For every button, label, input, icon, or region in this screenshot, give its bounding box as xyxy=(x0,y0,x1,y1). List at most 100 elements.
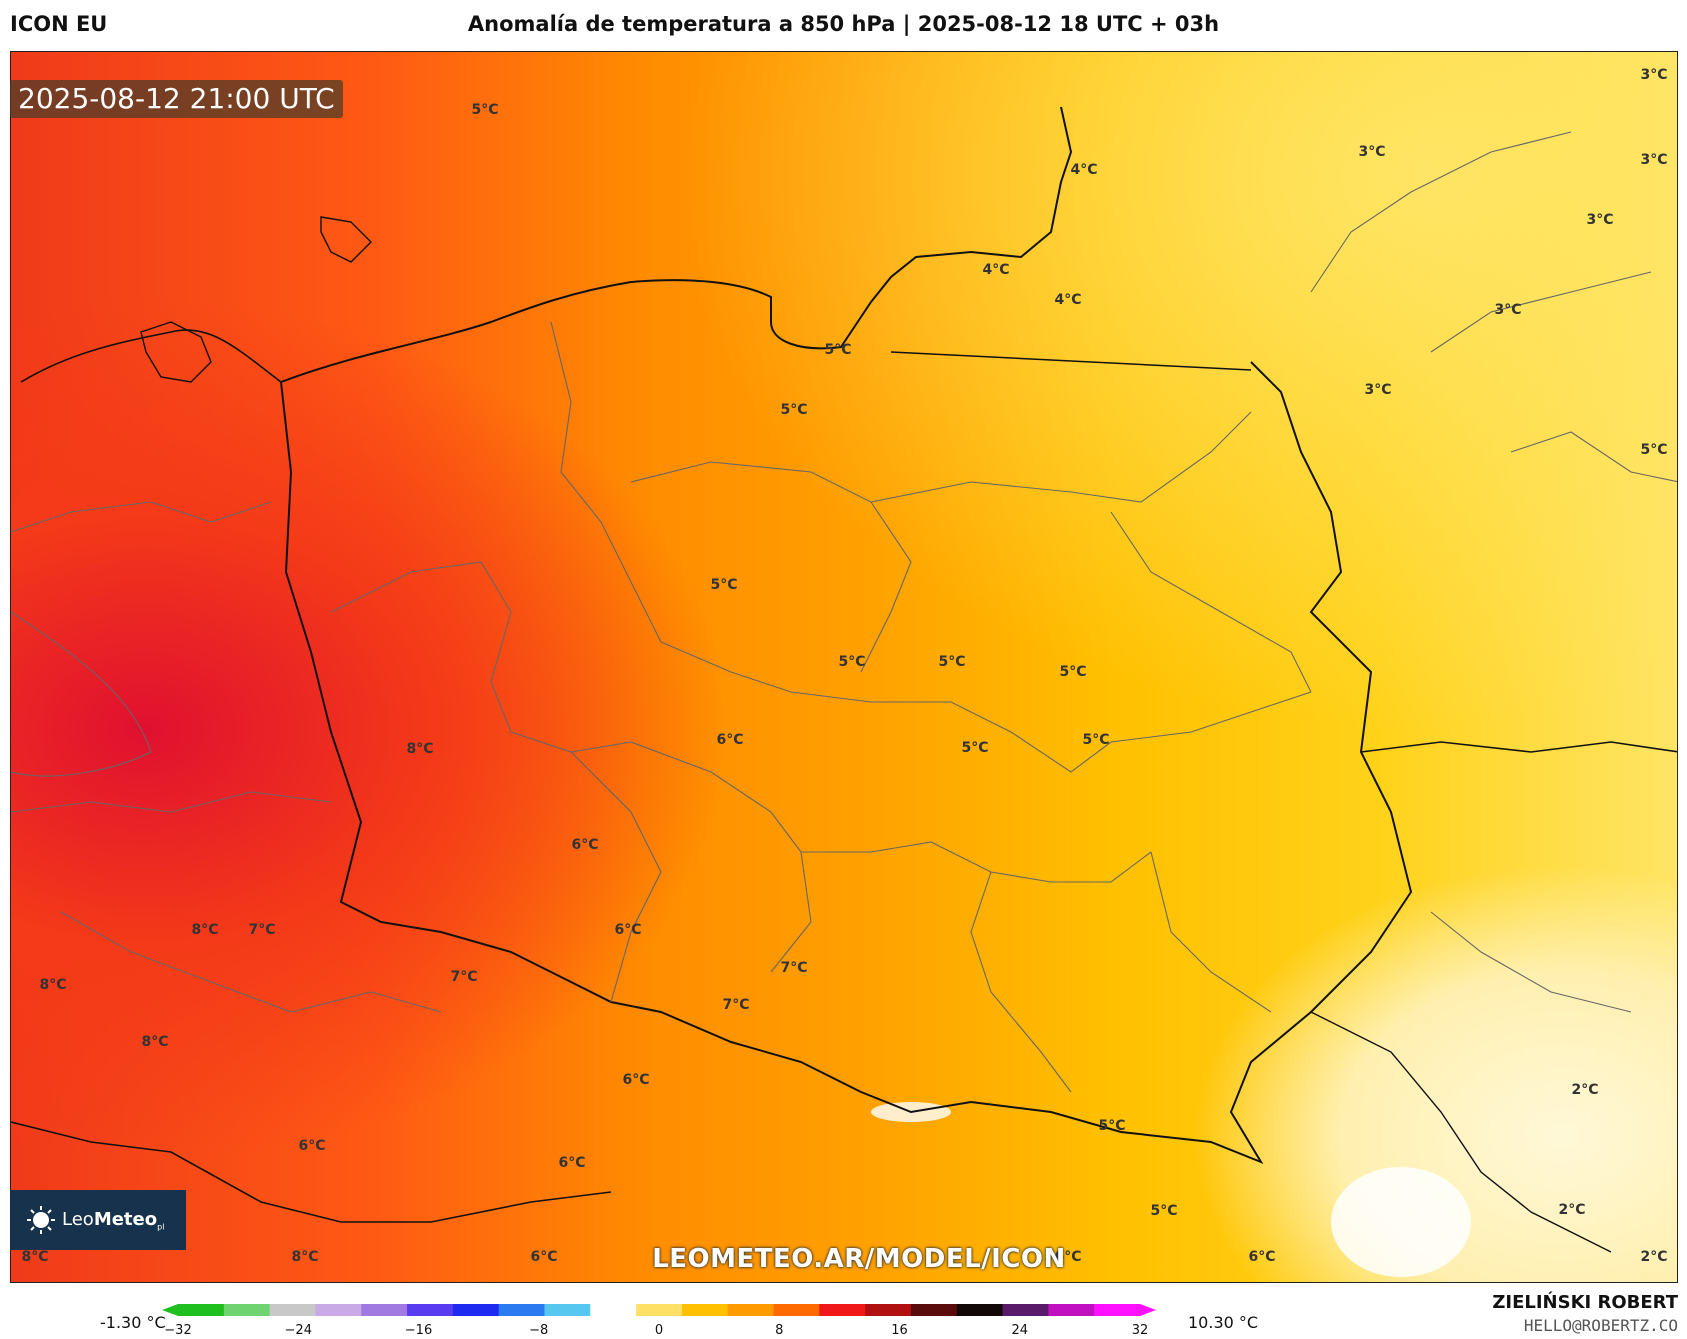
country-border xyxy=(1310,1011,1612,1253)
colorbar-segment xyxy=(727,1304,775,1316)
author-email: HELLO@ROBERTZ.CO xyxy=(1523,1316,1678,1335)
model-name: ICON EU xyxy=(10,12,108,36)
colorbar-min-value: -1.30 °C xyxy=(100,1313,166,1332)
country-border xyxy=(1360,741,1677,753)
temperature-label: 4°C xyxy=(1054,292,1082,308)
colorbar-segment xyxy=(544,1304,591,1316)
temperature-label: 7°C xyxy=(248,922,276,938)
coastline xyxy=(20,329,282,383)
temperature-label: 4°C xyxy=(982,262,1010,278)
temperature-label: 8°C xyxy=(291,1249,319,1265)
coastline xyxy=(280,106,1073,383)
colorbar-segment xyxy=(407,1304,454,1316)
temperature-label: 6°C xyxy=(571,837,599,853)
temperature-label: 6°C xyxy=(614,922,642,938)
colorbar-segment xyxy=(910,1304,958,1316)
temperature-label: 5°C xyxy=(1150,1203,1178,1219)
cold-spot xyxy=(1331,1167,1471,1277)
temperature-label: 5°C xyxy=(471,102,499,118)
colorbar-max-value: 10.30 °C xyxy=(1188,1313,1259,1332)
colorbar-segment xyxy=(773,1304,820,1316)
temperature-label: 5°C xyxy=(938,654,966,670)
temperature-label: 8°C xyxy=(21,1249,49,1265)
colorbar-segment xyxy=(819,1304,866,1316)
timestamp-badge: 2025-08-12 21:00 UTC xyxy=(10,80,343,118)
temperature-label: 6°C xyxy=(622,1072,650,1088)
colorbar-segment xyxy=(315,1304,362,1316)
temperature-label: 2°C xyxy=(1640,1249,1668,1265)
map-title: Anomalía de temperatura a 850 hPa | 2025… xyxy=(467,12,1220,36)
site-watermark: LEOMETEO.AR/MODEL/ICON xyxy=(652,1244,1066,1274)
leometeo-logo: LeoMeteopl xyxy=(10,1190,186,1250)
colorbar-segment xyxy=(498,1304,546,1316)
temperature-label: 6°C xyxy=(716,732,744,748)
temperature-label: 7°C xyxy=(450,969,478,985)
colorbar-segment xyxy=(590,1304,637,1316)
colorbar-segment xyxy=(865,1304,912,1316)
temperature-label: 5°C xyxy=(1082,732,1110,748)
temperature-label: 5°C xyxy=(710,577,738,593)
temperature-label: 3°C xyxy=(1364,382,1392,398)
author-name: ZIELIŃSKI ROBERT xyxy=(1492,1292,1678,1313)
temperature-label: 8°C xyxy=(191,922,219,938)
temperature-label: 5°C xyxy=(824,342,852,358)
temperature-label: 5°C xyxy=(1640,442,1668,458)
colorbar-segment xyxy=(452,1304,500,1316)
colorbar-tick-label: 8 xyxy=(775,1323,783,1338)
colorbar-tick-label: 24 xyxy=(1011,1323,1028,1338)
logo-text: LeoMeteopl xyxy=(62,1208,165,1232)
colorbar: −32 −24 −16 −8 0 8 16 24 32 xyxy=(162,1304,1156,1338)
colorbar-max-arrow xyxy=(1140,1304,1156,1316)
colorbar-segment xyxy=(1048,1304,1095,1316)
colorbar-min-arrow xyxy=(162,1304,178,1316)
temperature-label: 6°C xyxy=(530,1249,558,1265)
temperature-label: 5°C xyxy=(1098,1118,1126,1134)
temperature-label: 3°C xyxy=(1640,152,1668,168)
island-outline xyxy=(140,321,212,383)
temperature-label: 3°C xyxy=(1358,144,1386,160)
colorbar-segment xyxy=(636,1304,683,1316)
temperature-label: 2°C xyxy=(1558,1202,1586,1218)
temperature-label: 5°C xyxy=(780,402,808,418)
temperature-label: 6°C xyxy=(298,1138,326,1154)
colorbar-segment xyxy=(681,1304,729,1316)
temperature-label: 3°C xyxy=(1494,302,1522,318)
temperature-label: 2°C xyxy=(1571,1082,1599,1098)
temperature-label: 7°C xyxy=(780,960,808,976)
poland-border xyxy=(280,361,1413,1165)
temperature-label: 3°C xyxy=(1640,67,1668,83)
temperature-label: 6°C xyxy=(1054,1249,1082,1265)
colorbar-tick-label: −32 xyxy=(164,1323,191,1338)
temperature-label: 8°C xyxy=(406,741,434,757)
colorbar-tick-label: 16 xyxy=(891,1323,908,1338)
temperature-label: 4°C xyxy=(1070,162,1098,178)
temperature-label: 8°C xyxy=(141,1034,169,1050)
kaliningrad-border xyxy=(890,351,1252,371)
cool-southeast xyxy=(11,52,1677,1282)
region-borders xyxy=(11,131,1677,1093)
temperature-label: 8°C xyxy=(39,977,67,993)
temperature-anomaly-map xyxy=(10,51,1678,1283)
map-canvas xyxy=(11,52,1677,1282)
temperature-label: 6°C xyxy=(1248,1249,1276,1265)
temperature-label: 5°C xyxy=(838,654,866,670)
colorbar-segment xyxy=(956,1304,1004,1316)
temperature-label: 5°C xyxy=(961,740,989,756)
colorbar-segment xyxy=(1002,1304,1049,1316)
colorbar-segment xyxy=(223,1304,271,1316)
colorbar-segment xyxy=(269,1304,317,1316)
colorbar-tick-label: −8 xyxy=(529,1323,548,1338)
sun-icon xyxy=(27,1206,55,1234)
country-border xyxy=(11,1121,612,1223)
temperature-label: 6°C xyxy=(558,1155,586,1171)
temperature-label: 7°C xyxy=(722,997,750,1013)
colorbar-segment xyxy=(361,1304,408,1316)
temperature-label: 5°C xyxy=(1059,664,1087,680)
temperature-label: 3°C xyxy=(1586,212,1614,228)
colorbar-tick-label: −24 xyxy=(285,1323,312,1338)
colorbar-tick-label: 0 xyxy=(655,1323,663,1338)
colorbar-segment xyxy=(1094,1304,1141,1316)
lake-outline xyxy=(320,216,372,263)
colorbar-segment xyxy=(178,1304,225,1316)
colorbar-tick-label: −16 xyxy=(405,1323,432,1338)
